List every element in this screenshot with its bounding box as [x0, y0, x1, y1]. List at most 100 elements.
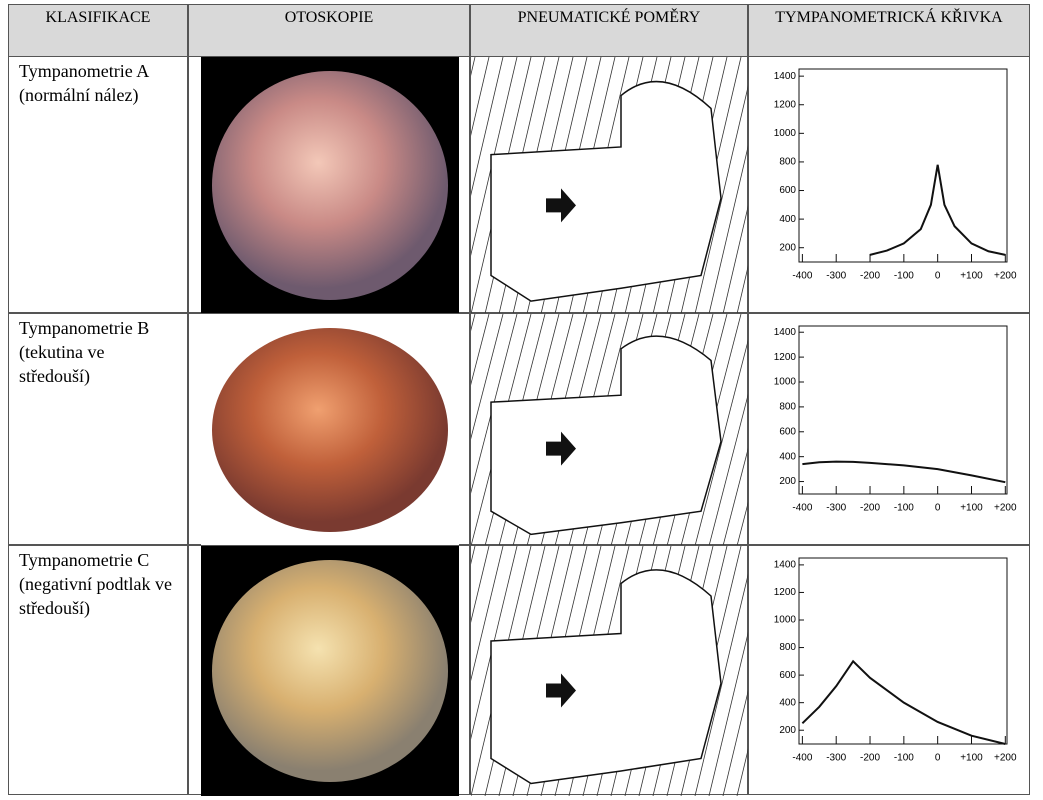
x-tick-label: 0 [935, 503, 941, 514]
hatch [471, 546, 504, 682]
y-tick-label: 1200 [774, 352, 797, 363]
tympanogram: 200 400 600 800 1000 1200 1400 -400 -300 -200 -100… [748, 56, 1030, 313]
ear-drum [212, 328, 448, 532]
figure: 200 400 600 800 1000 1200 1400 -400 -300 -200 -100… [774, 68, 1017, 282]
tympanogram: 200 400 600 800 1000 1200 1400 -400 -300 -200 -100… [748, 545, 1030, 795]
x-tick-label: +200 [994, 503, 1017, 514]
hatch [722, 685, 749, 796]
pneumatic-diagram [470, 56, 749, 314]
figure [471, 314, 749, 546]
x-tick-label: -200 [860, 271, 880, 282]
column-header: KLASIFIKACE [8, 4, 188, 57]
figure: 200 400 600 800 1000 1200 1400 -400 -300 -200 -100… [774, 325, 1017, 514]
hatch [694, 80, 749, 314]
arrow [546, 431, 576, 466]
pneumatic-diagram [470, 313, 749, 546]
x-tick-label: -400 [792, 753, 812, 764]
y-tick-label: 1000 [774, 377, 797, 388]
hatch [708, 627, 749, 796]
y-tick-label: 800 [779, 642, 796, 653]
column-header: PNEUMATICKÉ POMĚRY [470, 4, 748, 57]
otoscopy-image [188, 313, 470, 546]
ear-canal [490, 335, 722, 536]
y-tick-label: 400 [779, 697, 796, 708]
x-tick-label: -200 [860, 753, 880, 764]
y-tick-label: 600 [779, 670, 796, 681]
otoscopy-image [188, 545, 470, 796]
hatch [694, 569, 749, 796]
x-tick-label: 0 [935, 271, 941, 282]
y-tick-label: 600 [779, 185, 796, 196]
figure [201, 57, 459, 314]
row-label: Tympanometrie C (negativní podtlak ve st… [8, 545, 188, 795]
x-tick-label: -100 [894, 503, 914, 514]
y-tick-label: 800 [779, 402, 796, 413]
x-tick-label: -300 [826, 753, 846, 764]
curve [869, 164, 1006, 256]
ear-drum [212, 71, 448, 300]
x-tick-label: -100 [894, 753, 914, 764]
row-label: Tympanometrie A (normální nález) [8, 56, 188, 313]
hatch [471, 546, 490, 623]
y-tick-label: 1400 [774, 560, 797, 571]
x-tick-label: -400 [792, 503, 812, 514]
figure [471, 546, 749, 796]
y-tick-label: 200 [779, 725, 796, 736]
x-tick-label: +200 [994, 753, 1017, 764]
pneumatic-diagram [470, 545, 749, 796]
hatch [722, 443, 749, 546]
plot-frame [798, 68, 1008, 263]
y-tick-label: 1200 [774, 587, 797, 598]
hatch [471, 57, 518, 256]
plot-frame [798, 557, 1008, 745]
ear-canal [490, 569, 722, 785]
y-tick-label: 200 [779, 476, 796, 487]
arrow [546, 188, 576, 223]
hatch [471, 314, 504, 440]
curve [802, 460, 1006, 484]
column-header: OTOSKOPIE [188, 4, 470, 57]
figure [471, 57, 749, 314]
otoscopy-image [188, 56, 470, 314]
x-tick-label: +200 [994, 271, 1017, 282]
x-tick-label: 0 [935, 753, 941, 764]
y-tick-label: 1200 [774, 99, 797, 110]
y-tick-label: 400 [779, 214, 796, 225]
hatch [722, 200, 749, 314]
hatch [736, 744, 749, 796]
plot-frame [798, 325, 1008, 495]
hatch [471, 546, 518, 740]
y-tick-label: 400 [779, 451, 796, 462]
tympanogram: 200 400 600 800 1000 1200 1400 -400 -300 -200 -100… [748, 313, 1030, 545]
hatch [471, 314, 490, 386]
x-tick-label: -200 [860, 503, 880, 514]
curve [801, 659, 1006, 745]
hatch [471, 57, 504, 196]
y-tick-label: 600 [779, 426, 796, 437]
y-tick-label: 200 [779, 242, 796, 253]
y-tick-label: 1000 [774, 128, 797, 139]
hatch [694, 335, 749, 546]
x-tick-label: -100 [894, 271, 914, 282]
y-tick-label: 800 [779, 157, 796, 168]
y-tick-label: 1400 [774, 327, 797, 338]
hatch [708, 140, 749, 314]
figure: 200 400 600 800 1000 1200 1400 -400 -300 -200 -100… [774, 557, 1017, 764]
y-tick-label: 1400 [774, 71, 797, 82]
hatch [736, 260, 749, 314]
hatch [736, 498, 749, 546]
x-tick-label: +100 [960, 753, 983, 764]
figure [201, 546, 459, 796]
x-tick-label: -300 [826, 271, 846, 282]
y-tick-label: 1000 [774, 615, 797, 626]
hatch [471, 314, 518, 494]
hatch [708, 389, 749, 546]
hatch [471, 57, 490, 136]
column-header: TYMPANOMETRICKÁ KŘIVKA [748, 4, 1030, 57]
x-tick-label: -300 [826, 503, 846, 514]
x-tick-label: +100 [960, 271, 983, 282]
ear-drum [212, 560, 448, 782]
row-label: Tympanometrie B (tekutina ve středouší) [8, 313, 188, 545]
x-tick-label: +100 [960, 503, 983, 514]
